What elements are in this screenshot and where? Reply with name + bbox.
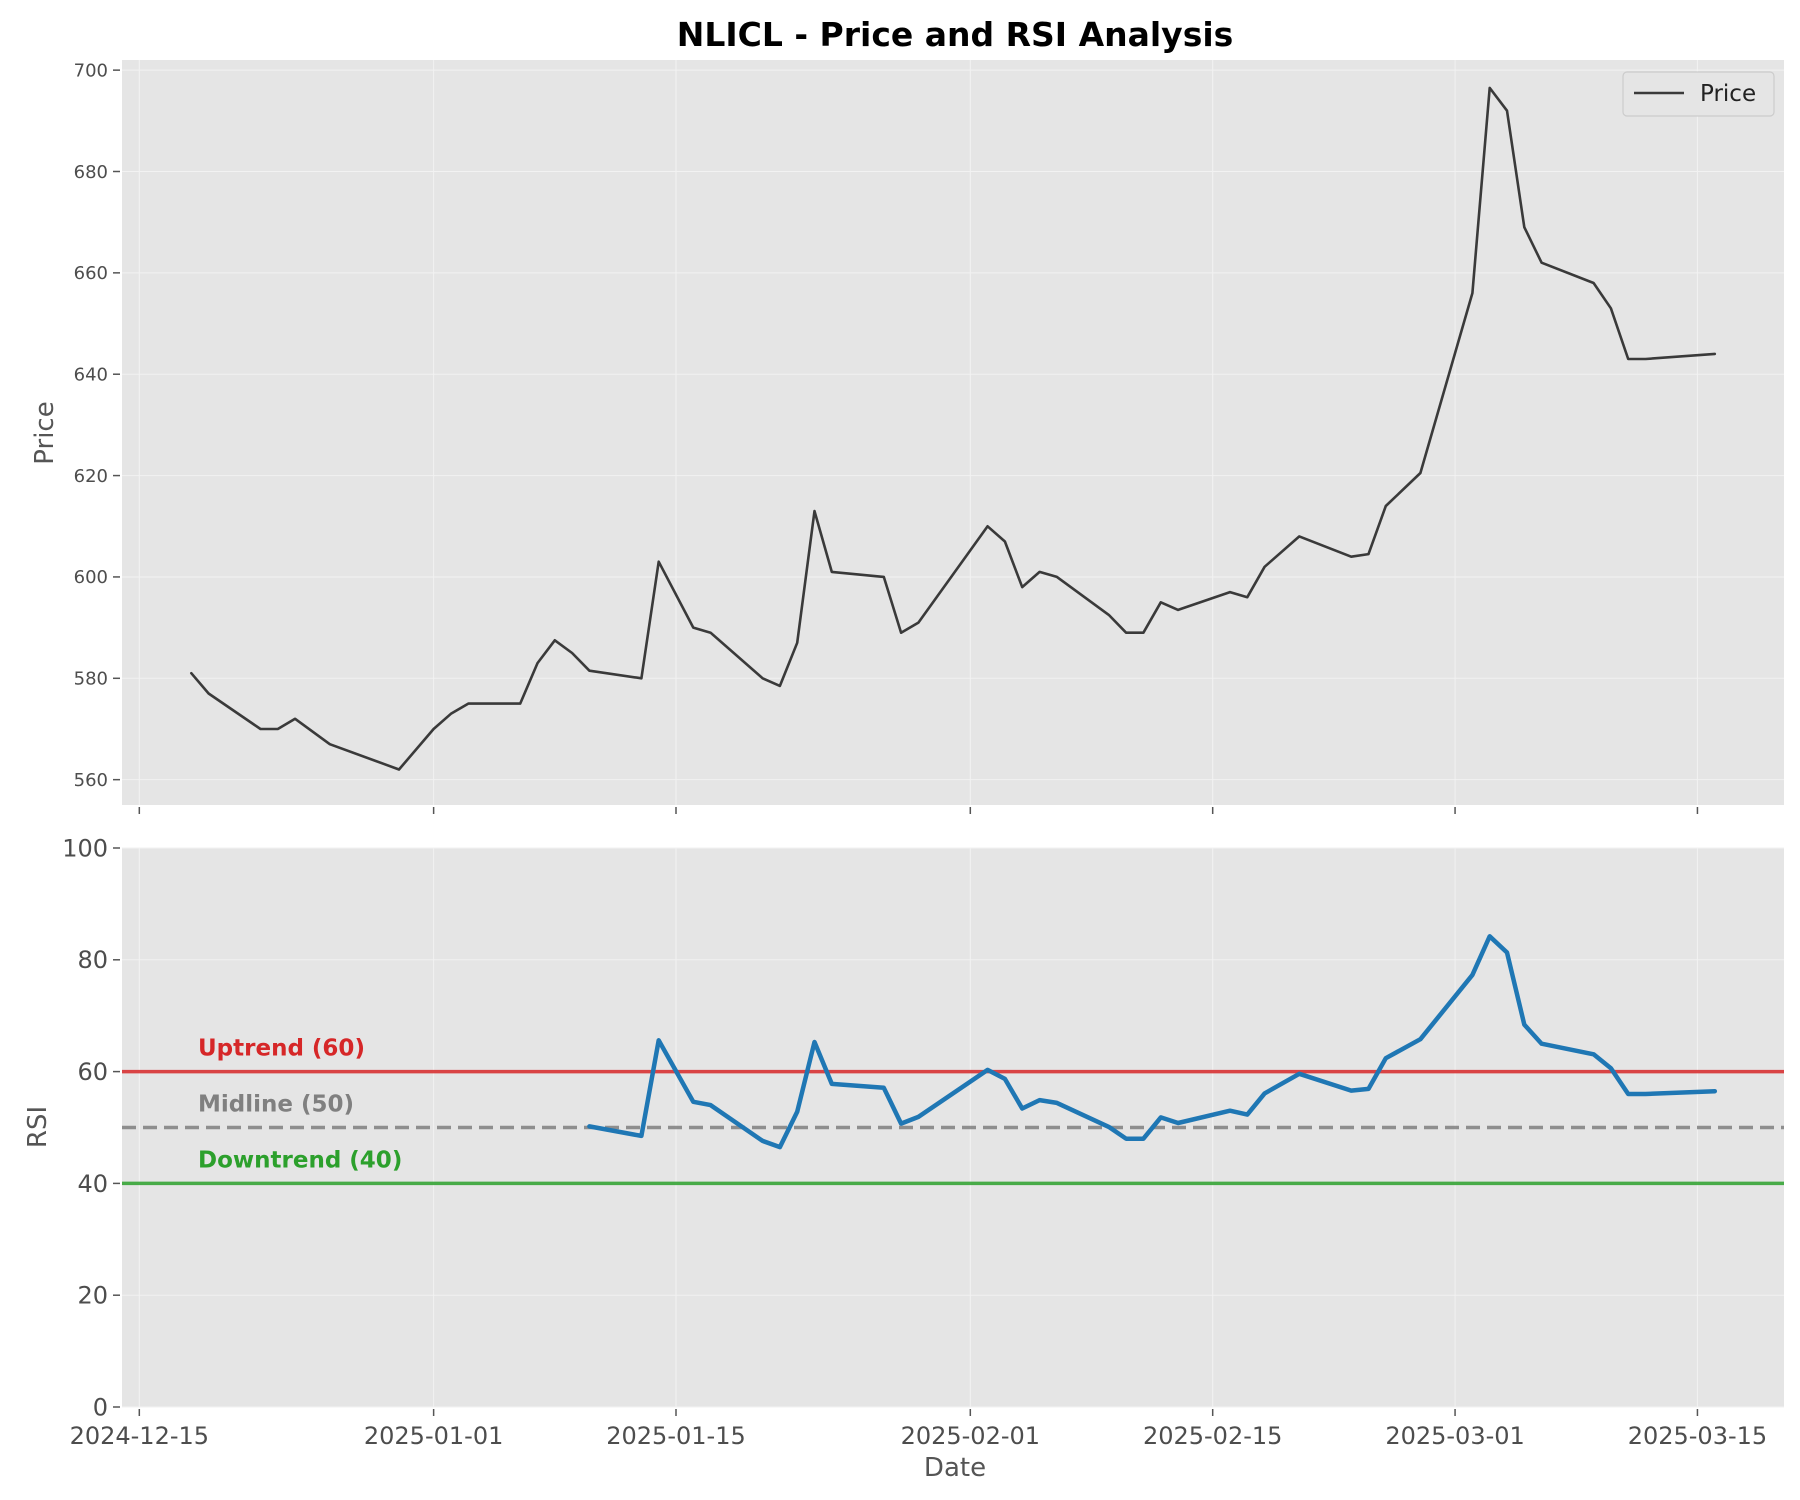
y-tick-label: 0 — [93, 1393, 108, 1421]
price-plot-area — [122, 60, 1784, 805]
y-tick-label: 20 — [77, 1282, 108, 1310]
price-x-ticks — [138, 807, 1699, 814]
rsi-x-ticks: 2024-12-15 2025-01-01 2025-01-15 2025-02-01… — [70, 1409, 1767, 1450]
rsi-y-ticks: 0 20 40 60 80 100 — [62, 834, 120, 1421]
series-line — [190, 86, 1717, 771]
y-tick-label: 660 — [74, 263, 108, 284]
reference-line-label: Midline (50) — [198, 1092, 354, 1118]
y-tick-label: 40 — [77, 1170, 108, 1198]
y-tick-label: 60 — [77, 1058, 108, 1086]
rsi-reference-lines: Uptrend (60) Midline (50) Downtrend (40) — [122, 1036, 1784, 1186]
price-y-axis-label: Price — [30, 401, 60, 464]
price-panel: 560 580 600 620 640 660 680 700 Price Price — [30, 60, 1784, 814]
reference-line-label: Downtrend (40) — [198, 1147, 402, 1173]
chart-title: NLICL - Price and RSI Analysis — [677, 15, 1234, 54]
y-tick-label: 620 — [74, 466, 108, 487]
rsi-panel: 0 20 40 60 80 100 2024-12-15 2025-01-01 2025-01… — [23, 834, 1784, 1450]
price-y-ticks: 560 580 600 620 640 660 680 700 — [74, 60, 120, 791]
y-tick-label: 580 — [74, 669, 108, 690]
y-tick-label: 680 — [74, 162, 108, 183]
x-tick-label: 2025-02-01 — [901, 1422, 1040, 1450]
legend-price-label: Price — [1700, 81, 1756, 107]
price-gridlines — [122, 60, 1784, 805]
x-tick-label: 2025-03-15 — [1628, 1422, 1767, 1450]
reference-line-label: Uptrend (60) — [198, 1036, 365, 1062]
y-tick-label: 80 — [77, 946, 108, 974]
y-tick-label: 640 — [74, 365, 108, 386]
x-axis-label: Date — [924, 1453, 986, 1483]
y-tick-label: 560 — [74, 770, 108, 791]
rsi-y-axis-label: RSI — [23, 1106, 53, 1148]
x-tick-label: 2025-01-01 — [364, 1422, 503, 1450]
rsi-series — [587, 934, 1718, 1150]
price-legend: Price — [1622, 71, 1775, 117]
x-tick-label: 2025-02-15 — [1143, 1422, 1282, 1450]
y-tick-label: 700 — [74, 60, 108, 81]
series-line — [587, 934, 1718, 1150]
x-tick-label: 2025-01-15 — [606, 1422, 745, 1450]
x-tick-label: 2025-03-01 — [1385, 1422, 1524, 1450]
y-tick-label: 100 — [62, 834, 108, 862]
legend-box — [1622, 71, 1775, 117]
x-tick-label: 2024-12-15 — [70, 1422, 209, 1450]
price-series — [190, 86, 1717, 771]
y-tick-label: 600 — [74, 567, 108, 588]
